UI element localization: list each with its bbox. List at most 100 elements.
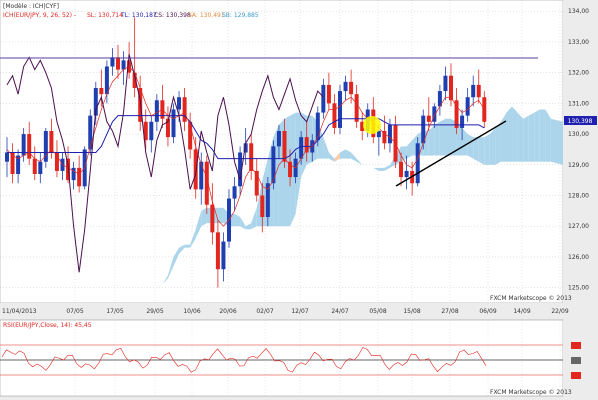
- date-axis-labels: 11/04/2013 07/05 17/05 29/05 10/06 20/06 02/07…: [2, 308, 569, 315]
- cloud-segment: [301, 112, 307, 178]
- cloud-segment: [512, 106, 518, 162]
- cloud-segment: [467, 134, 474, 159]
- ichimoku-lines: [6, 54, 485, 273]
- y-tick-label: 128,00: [568, 193, 589, 200]
- cloud-segment: [462, 127, 468, 156]
- candle-body: [415, 143, 420, 184]
- ichimoku-params: ICH(EUR/JPY, 9, 26, 52) -: [3, 12, 76, 19]
- senkou-b-value: SB: 129,885: [222, 12, 259, 19]
- kijun-line: [7, 115, 485, 160]
- candle-body: [16, 155, 21, 174]
- candle-body: [338, 91, 342, 128]
- rsi-plot-area[interactable]: [0, 319, 564, 397]
- candle-body: [432, 106, 437, 122]
- candle-body: [154, 100, 159, 122]
- x-tick-label: 12/07: [291, 308, 308, 315]
- candle-body: [471, 84, 476, 98]
- cloud-segment: [545, 109, 551, 162]
- cloud-segment: [378, 167, 385, 171]
- candle-body: [326, 84, 331, 104]
- cloud-segment: [356, 158, 363, 165]
- price-axis: [563, 0, 598, 303]
- candle-body: [232, 186, 237, 199]
- cloud-segment: [528, 112, 535, 162]
- candle-body: [465, 97, 470, 116]
- candle-body: [54, 152, 59, 171]
- cloud-segment: [290, 112, 296, 227]
- rsi-tag-70: [571, 342, 581, 349]
- cloud-segment: [473, 137, 479, 162]
- x-tick-label: 07/05: [66, 308, 83, 315]
- candle-body: [32, 158, 37, 174]
- cloud-segment: [434, 121, 440, 156]
- cloud-segment: [195, 210, 202, 239]
- cloud-segment: [406, 140, 413, 159]
- candle-body: [38, 161, 43, 174]
- y-tick-label: 126,00: [568, 254, 589, 261]
- candle-body: [426, 115, 431, 122]
- cloud-segment: [167, 256, 174, 279]
- candle-body: [71, 167, 76, 181]
- candle-body: [238, 152, 243, 187]
- cloud-segment: [484, 134, 490, 165]
- candle-body: [27, 134, 32, 159]
- rsi-header: RSI(EUR/JPY,Close, 14): 45,45: [3, 322, 92, 329]
- cloud-segment: [445, 118, 451, 156]
- candle-body: [360, 121, 365, 131]
- candle-body: [349, 81, 354, 95]
- candle-body: [282, 131, 287, 162]
- y-tick-label: 125,00: [568, 285, 589, 292]
- cloud-segment: [373, 167, 379, 171]
- price-watermark: FXCM Marketscope © 2013: [490, 295, 572, 302]
- candle-body: [304, 137, 309, 153]
- candle-body: [204, 161, 209, 205]
- x-tick-label: 06/09: [479, 308, 496, 315]
- cloud-segment: [500, 112, 507, 162]
- x-tick-label: 05/08: [369, 308, 386, 315]
- x-tick-label: 15/08: [403, 308, 420, 315]
- candle-body: [249, 143, 254, 171]
- candle-body: [221, 241, 226, 270]
- candle-body: [354, 94, 359, 122]
- candle-body: [171, 109, 176, 138]
- cloud-segment: [179, 244, 185, 254]
- y-tick-label: 131,00: [568, 100, 589, 107]
- x-tick-label: 27/08: [441, 308, 458, 315]
- candle-body: [315, 112, 320, 141]
- candle-body: [288, 161, 293, 178]
- candle-body: [276, 131, 281, 147]
- cloud-segment: [439, 118, 446, 156]
- senkou-a-value: SA: 130,491: [188, 12, 225, 19]
- cloud-segment: [489, 127, 496, 165]
- rsi-watermark: FXCM Marketscope © 2013: [490, 389, 572, 396]
- cloud-segment: [251, 207, 257, 230]
- current-price-tag: [564, 116, 597, 125]
- tenkan-line: [6, 66, 485, 227]
- candle-body: [399, 161, 404, 178]
- candle-body: [77, 167, 82, 187]
- candle-body: [132, 72, 137, 88]
- candle-body: [454, 100, 459, 128]
- cloud-segment: [506, 106, 513, 162]
- y-tick-label: 134,00: [568, 8, 589, 15]
- candle-body: [21, 134, 26, 156]
- y-tick-label: 129,00: [568, 162, 589, 169]
- candle-body: [421, 115, 426, 144]
- template-title: [Modèle : ICH|CYF]: [3, 3, 59, 10]
- candle-body: [476, 84, 481, 98]
- x-tick-label: 10/06: [183, 308, 200, 315]
- candle-body: [93, 88, 98, 116]
- candle-body: [99, 88, 104, 95]
- cloud-segment: [217, 207, 224, 224]
- cloud-segment: [428, 124, 435, 156]
- cloud-segment: [340, 149, 346, 159]
- cloud-segment: [539, 109, 546, 162]
- candle-body: [210, 204, 215, 233]
- cloud-segment: [334, 152, 340, 162]
- highlight-marker[interactable]: [363, 116, 381, 134]
- candle-body: [104, 66, 109, 95]
- chikou-line: [6, 54, 324, 273]
- candle-body: [387, 124, 392, 144]
- trendline[interactable]: [395, 120, 507, 187]
- y-tick-label: 127,00: [568, 223, 589, 230]
